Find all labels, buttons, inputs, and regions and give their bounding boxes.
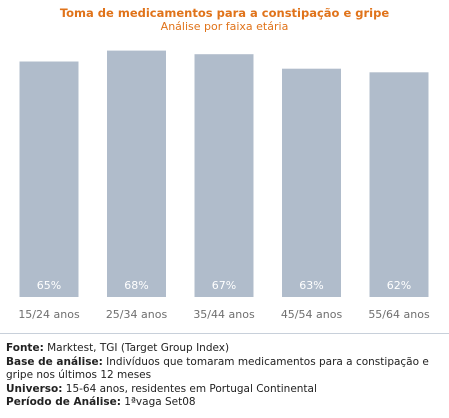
period-value: 1ªvaga Set08 (124, 396, 196, 408)
source-notes: Fonte: Marktest, TGI (Target Group Index… (6, 342, 444, 410)
category-label: 45/54 anos (281, 308, 343, 321)
source-value: Marktest, TGI (Target Group Index) (47, 342, 230, 354)
source-label: Fonte: (6, 342, 44, 354)
bar-chart: 65% 15/24 anos 68% 25/34 anos 67% 35/44 anos 6… (18, 50, 430, 321)
bar-2 (107, 50, 166, 297)
footer-divider (0, 333, 449, 334)
period-label: Período de Análise: (6, 396, 121, 408)
bar-1 (19, 61, 79, 297)
universe-line: Universo: 15-64 anos, residentes em Port… (6, 383, 444, 397)
bar-value-label: 63% (299, 279, 323, 292)
bar-value-label: 62% (387, 279, 411, 292)
category-label: 25/34 anos (106, 308, 168, 321)
chart-subtitle: Análise por faixa etária (160, 20, 289, 33)
bar-3 (194, 54, 254, 298)
bar-4 (282, 68, 341, 297)
bar-value-label: 67% (212, 279, 236, 292)
category-label: 15/24 anos (18, 308, 80, 321)
base-line: Base de análise: Indivíduos que tomaram … (6, 356, 444, 383)
category-label: 35/44 anos (193, 308, 255, 321)
chart-title: Toma de medicamentos para a constipação … (59, 6, 390, 20)
universe-value: 15-64 anos, residentes em Portugal Conti… (65, 382, 317, 395)
base-value: Indivíduos que tomaram medicamentos para… (6, 355, 429, 382)
bar-value-label: 68% (124, 279, 148, 292)
period-line: Período de Análise: 1ªvaga Set08 (6, 396, 444, 410)
category-label: 55/64 anos (368, 308, 430, 321)
bar-value-label: 65% (37, 279, 61, 292)
universe-label: Universo: (6, 382, 63, 395)
source-line: Fonte: Marktest, TGI (Target Group Index… (6, 342, 444, 356)
bar-5 (369, 72, 429, 297)
base-label: Base de análise: (6, 355, 103, 368)
